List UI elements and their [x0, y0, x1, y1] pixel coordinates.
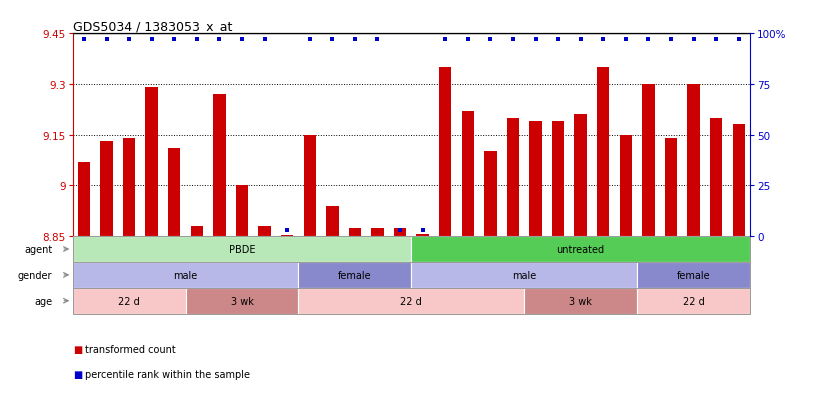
Point	[596, 37, 610, 43]
Bar	[73, 262, 298, 288]
Bar	[298, 262, 411, 288]
Point	[484, 37, 497, 43]
Text: 3 wk: 3 wk	[569, 296, 592, 306]
Bar	[298, 288, 525, 314]
Bar	[439, 68, 452, 237]
Text: percentile rank within the sample: percentile rank within the sample	[85, 369, 250, 379]
Bar	[73, 237, 411, 262]
Point	[506, 37, 520, 43]
Bar	[326, 206, 339, 237]
Point	[664, 37, 677, 43]
Point	[732, 37, 745, 43]
Bar	[637, 288, 750, 314]
Bar	[191, 226, 203, 237]
Point	[258, 37, 271, 43]
Text: age: age	[34, 296, 52, 306]
Bar	[462, 112, 474, 237]
Point	[235, 37, 249, 43]
Bar	[710, 118, 723, 237]
Point	[325, 37, 339, 43]
Bar	[186, 288, 298, 314]
Bar	[525, 288, 637, 314]
Text: untreated: untreated	[557, 244, 605, 254]
Text: female: female	[338, 270, 372, 280]
Bar	[411, 262, 637, 288]
Point	[529, 37, 542, 43]
Bar	[506, 118, 520, 237]
Bar	[213, 95, 225, 237]
Point	[78, 37, 91, 43]
Point	[281, 227, 294, 234]
Text: ■: ■	[73, 369, 82, 379]
Point	[620, 37, 633, 43]
Bar	[371, 228, 384, 237]
Point	[190, 37, 203, 43]
Text: male: male	[512, 270, 536, 280]
Point	[100, 37, 113, 43]
Point	[213, 37, 226, 43]
Point	[710, 37, 723, 43]
Text: 3 wk: 3 wk	[230, 296, 254, 306]
Bar	[665, 139, 677, 237]
Bar	[687, 85, 700, 237]
Bar	[145, 88, 158, 237]
Bar	[78, 162, 90, 237]
Bar	[281, 235, 293, 237]
Bar	[394, 228, 406, 237]
Bar	[597, 68, 610, 237]
Bar	[73, 288, 186, 314]
Point	[122, 37, 135, 43]
Bar	[733, 125, 745, 237]
Text: ■: ■	[73, 344, 82, 354]
Bar	[484, 152, 496, 237]
Point	[303, 37, 316, 43]
Point	[461, 37, 474, 43]
Bar	[123, 139, 135, 237]
Bar	[303, 135, 316, 237]
Bar	[642, 85, 655, 237]
Bar	[235, 186, 249, 237]
Point	[439, 37, 452, 43]
Point	[168, 37, 181, 43]
Point	[642, 37, 655, 43]
Bar	[416, 235, 429, 237]
Text: gender: gender	[18, 270, 52, 280]
Bar	[529, 122, 542, 237]
Bar	[168, 149, 181, 237]
Bar	[552, 122, 564, 237]
Point	[416, 227, 430, 234]
Text: female: female	[676, 270, 710, 280]
Text: transformed count: transformed count	[85, 344, 176, 354]
Text: 22 d: 22 d	[118, 296, 140, 306]
Text: GDS5034 / 1383053_x_at: GDS5034 / 1383053_x_at	[73, 20, 232, 33]
Point	[574, 37, 587, 43]
Bar	[637, 262, 750, 288]
Point	[371, 37, 384, 43]
Bar	[574, 115, 587, 237]
Point	[349, 37, 362, 43]
Bar	[349, 228, 361, 237]
Bar	[411, 237, 750, 262]
Text: PBDE: PBDE	[229, 244, 255, 254]
Text: male: male	[173, 270, 197, 280]
Bar	[100, 142, 113, 237]
Text: 22 d: 22 d	[401, 296, 422, 306]
Point	[552, 37, 565, 43]
Point	[393, 227, 406, 234]
Point	[687, 37, 700, 43]
Bar	[620, 135, 632, 237]
Point	[145, 37, 159, 43]
Bar	[259, 226, 271, 237]
Text: 22 d: 22 d	[683, 296, 705, 306]
Text: agent: agent	[24, 244, 52, 254]
